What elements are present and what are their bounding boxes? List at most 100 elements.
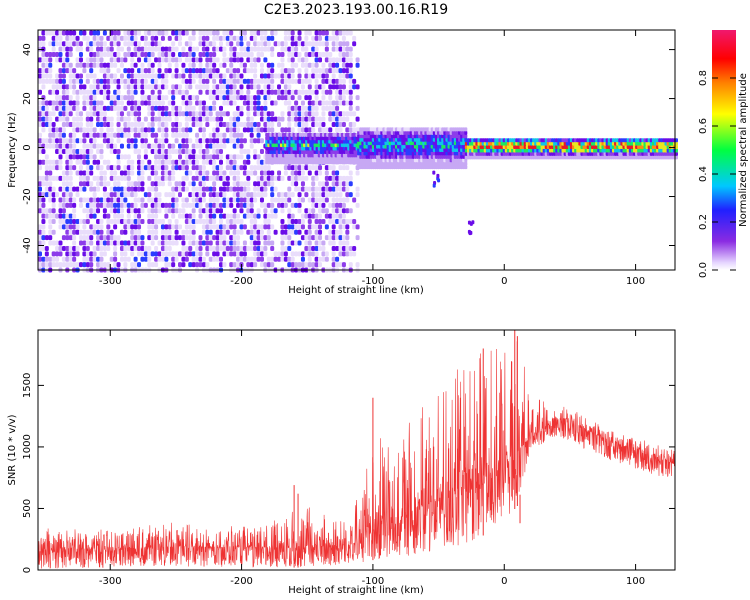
spectrogram-cell <box>143 35 148 41</box>
spectrogram-cell <box>109 186 114 192</box>
spectrogram-cell <box>89 46 94 52</box>
spectrogram-cell <box>58 68 63 74</box>
spectrogram-cell <box>205 235 210 241</box>
spectrogram-cell <box>195 197 200 203</box>
spectrogram-cell <box>321 202 326 208</box>
spectrogram-cell <box>178 213 183 219</box>
spectrogram-cell <box>270 116 275 122</box>
spectrogram-cell <box>191 251 196 257</box>
spectrogram-cell <box>109 127 114 133</box>
spectrogram-cell <box>300 46 305 52</box>
spectrogram-cell <box>311 111 316 117</box>
spectrogram-cell <box>160 202 165 208</box>
spectrogram-cell <box>318 202 323 208</box>
spectrogram-cell <box>290 224 295 230</box>
spectrogram-cell <box>321 186 326 192</box>
spectrogram-cell <box>106 132 111 138</box>
spectrogram-cell <box>198 240 203 246</box>
spectrogram-cell <box>157 208 162 214</box>
spectrogram-cell <box>38 132 42 138</box>
spectrogram-cell <box>85 41 90 47</box>
spectrogram-cell <box>348 127 353 133</box>
spectrogram-cell <box>208 229 213 235</box>
spectrogram-cell <box>338 219 343 225</box>
spectrogram-cell <box>191 57 196 63</box>
spectrogram-cell <box>61 170 66 176</box>
spectrogram-cell <box>201 30 206 36</box>
spectrogram-cell <box>38 181 42 187</box>
spectrogram-cell <box>352 122 357 128</box>
spectrogram-cell <box>140 251 145 257</box>
spectrogram-cell <box>256 122 261 128</box>
spectrogram-cell <box>61 111 66 117</box>
spectrogram-cell <box>137 165 142 171</box>
spectrogram-cell <box>218 132 223 138</box>
spectrogram-cell <box>188 262 193 268</box>
spectrogram-cell <box>294 224 299 230</box>
spectrogram-cell <box>68 148 73 154</box>
spectrogram-cell <box>280 251 285 257</box>
spectrogram-cell <box>236 68 241 74</box>
spectrogram-cell <box>48 51 53 57</box>
spectrogram-cell <box>253 219 258 225</box>
spectrogram-cell <box>287 57 292 63</box>
spectrogram-cell <box>314 78 319 84</box>
spectrogram-cell <box>167 159 172 165</box>
spectrogram-cell <box>96 111 101 117</box>
spectrogram-cell <box>171 240 176 246</box>
spectrogram-cell <box>99 202 104 208</box>
spectrogram-cell <box>154 116 159 122</box>
spectrogram-cell <box>229 165 234 171</box>
spectrogram-cell <box>345 165 350 171</box>
spectrogram-cell <box>348 170 353 176</box>
spectrogram-cell <box>277 122 282 128</box>
spectrogram-cell <box>201 105 206 111</box>
spectrogram-cell <box>331 219 336 225</box>
spectrogram-cell <box>130 251 135 257</box>
spectrogram-cell <box>318 30 323 36</box>
spectrogram-cell <box>188 100 193 106</box>
spectrogram-cell <box>78 30 83 36</box>
spectrogram-cell <box>318 245 323 251</box>
spectrogram-cell <box>89 68 94 74</box>
spectrogram-cell <box>294 229 299 235</box>
spectrogram-cell <box>307 127 312 133</box>
spectrogram-cell <box>154 100 159 106</box>
spectrogram-cell <box>143 84 148 90</box>
spectrogram-cell <box>198 116 203 122</box>
spectrogram-cell <box>341 122 346 128</box>
spectrogram-cell <box>130 159 135 165</box>
spectrogram-cell <box>113 186 118 192</box>
spectrogram-cell <box>48 229 53 235</box>
spectrogram-cell <box>184 186 189 192</box>
spectrogram-cell <box>78 165 83 171</box>
spectrogram-cell <box>201 208 206 214</box>
spectrogram-cell <box>126 111 131 117</box>
spectrogram-cell <box>355 116 360 122</box>
spectrogram-cell <box>212 251 217 257</box>
spectrogram-cell <box>85 202 90 208</box>
spectrogram-cell <box>201 116 206 122</box>
spectrogram-cell <box>113 175 118 181</box>
spectrogram-cell <box>232 159 237 165</box>
spectrogram-cell <box>109 95 114 101</box>
spectrogram-cell <box>259 262 264 268</box>
spectrogram-cell <box>222 138 227 144</box>
spectrogram-cell <box>157 138 162 144</box>
spectrogram-cell <box>174 116 179 122</box>
spectrogram-cell <box>225 219 230 225</box>
spectrogram-cell <box>225 224 230 230</box>
spectrogram-cell <box>130 143 135 149</box>
spectrogram-cell <box>133 105 138 111</box>
spectrogram-cell <box>96 105 101 111</box>
spectrogram-cell <box>222 46 227 52</box>
spectrogram-cell <box>218 84 223 90</box>
spectrogram-cell <box>232 224 237 230</box>
spectrogram-cell <box>38 202 42 208</box>
spectrogram-cell <box>92 208 97 214</box>
spectrogram-cell <box>335 175 340 181</box>
spectrogram-cell <box>130 111 135 117</box>
spectrogram-cell <box>300 57 305 63</box>
spectrogram-cell <box>188 224 193 230</box>
spectrogram-cell <box>290 170 295 176</box>
